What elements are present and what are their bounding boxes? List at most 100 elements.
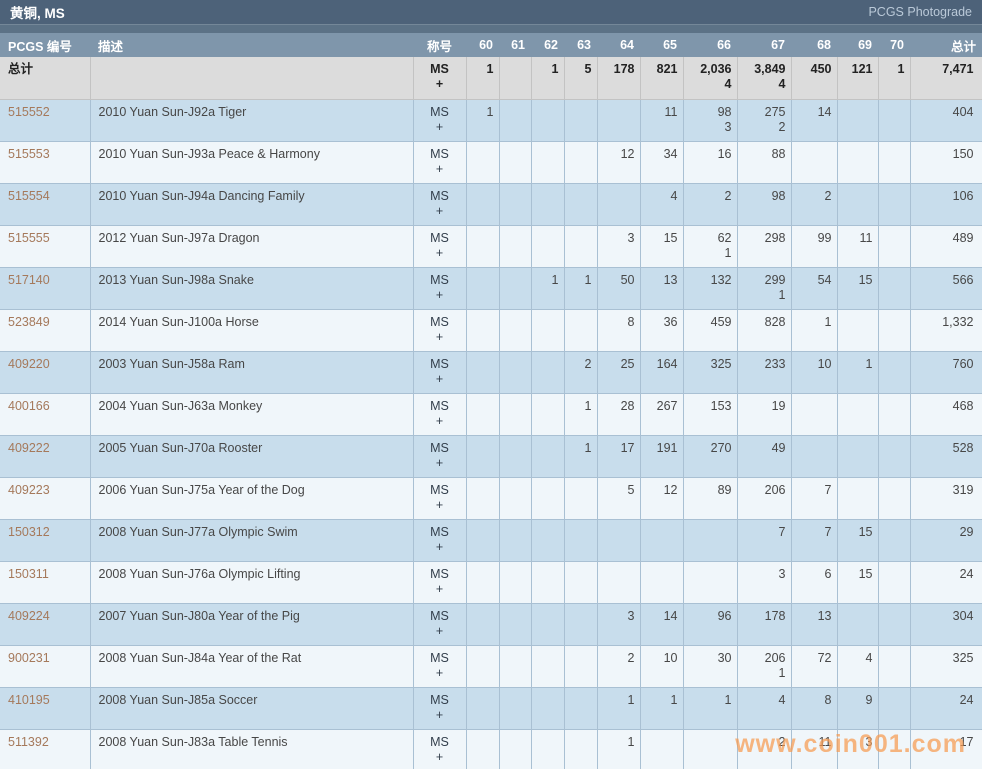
grade-count-cell: 15: [837, 519, 879, 562]
designation-cell: MS +: [413, 99, 467, 142]
grade-count-cell: [564, 729, 598, 769]
grade-count-cell: 11: [640, 99, 684, 142]
pcgs-number-cell: 400166: [0, 393, 91, 436]
pcgs-number-link[interactable]: 410195: [8, 692, 50, 707]
grade-count-cell: [466, 519, 500, 562]
pcgs-number-cell: 409222: [0, 435, 91, 478]
grade-count-cell: [466, 183, 500, 226]
pcgs-number-link[interactable]: 523849: [8, 314, 50, 329]
row-total-cell: 528: [910, 435, 982, 478]
table-row: 400166 2004 Yuan Sun-J63a Monkey MS + 1 28 267…: [0, 393, 982, 436]
grade-count-cell: [564, 561, 598, 604]
coin-description: 2010 Yuan Sun-J93a Peace & Harmony: [90, 141, 414, 184]
column-header-64: 64: [597, 33, 640, 57]
grade-count-cell: [837, 141, 879, 184]
grade-count-cell: 12: [597, 141, 641, 184]
pcgs-number-link[interactable]: 900231: [8, 650, 50, 665]
grade-count-cell: [499, 141, 532, 184]
pcgs-number-cell: 511392: [0, 729, 91, 769]
grade-count-cell: [878, 183, 911, 226]
grade-count-cell: 2: [564, 351, 598, 394]
pcgs-number-link[interactable]: 409222: [8, 440, 50, 455]
grade-count-cell: [878, 267, 911, 310]
table-row: 409222 2005 Yuan Sun-J70a Rooster MS + 1 17 19…: [0, 435, 982, 478]
grade-count-cell: 178: [737, 603, 792, 646]
designation-cell: MS +: [413, 351, 467, 394]
grade-count-cell: 8: [597, 309, 641, 352]
pcgs-number-link[interactable]: 409224: [8, 608, 50, 623]
grade-count-cell: 6: [791, 561, 838, 604]
pcgs-number-link[interactable]: 517140: [8, 272, 50, 287]
pcgs-number-link[interactable]: 515554: [8, 188, 50, 203]
pcgs-number-link[interactable]: 400166: [8, 398, 50, 413]
photograde-link[interactable]: PCGS Photograde: [868, 5, 972, 19]
grade-count-cell: [837, 435, 879, 478]
grade-count-cell: [499, 435, 532, 478]
designation-cell: MS +: [413, 477, 467, 520]
pcgs-number-cell: 900231: [0, 645, 91, 688]
column-header-70: 70: [878, 33, 910, 57]
grade-count-cell: [683, 561, 738, 604]
grade-count-cell: 1: [531, 57, 565, 100]
grade-count-cell: [791, 393, 838, 436]
grade-count-cell: 1: [791, 309, 838, 352]
pcgs-number-link[interactable]: 409223: [8, 482, 50, 497]
grade-count-cell: [837, 603, 879, 646]
grade-count-cell: 89: [683, 477, 738, 520]
pcgs-number-link[interactable]: 150311: [8, 566, 49, 581]
grade-count-cell: 4: [837, 645, 879, 688]
grade-count-cell: [878, 225, 911, 268]
grade-count-cell: 98: [737, 183, 792, 226]
totals-description-cell: [90, 57, 414, 100]
grade-count-cell: [531, 519, 565, 562]
designation-cell: MS +: [413, 603, 467, 646]
grade-count-cell: [466, 645, 500, 688]
pcgs-number-cell: 409223: [0, 477, 91, 520]
designation-cell: MS +: [413, 519, 467, 562]
grade-count-cell: [878, 435, 911, 478]
grade-count-cell: 153: [683, 393, 738, 436]
grade-count-cell: [466, 435, 500, 478]
column-header-63: 63: [564, 33, 597, 57]
grade-count-cell: 206 1: [737, 645, 792, 688]
designation-cell: MS +: [413, 267, 467, 310]
table-row: 511392 2008 Yuan Sun-J83a Table Tennis MS +…: [0, 729, 982, 769]
grade-count-cell: [878, 519, 911, 562]
grade-count-cell: 25: [597, 351, 641, 394]
pcgs-number-link[interactable]: 409220: [8, 356, 50, 371]
grade-count-cell: [878, 687, 911, 730]
grade-count-cell: 12: [640, 477, 684, 520]
grade-count-cell: [466, 687, 500, 730]
pcgs-number-link[interactable]: 515555: [8, 230, 50, 245]
pcgs-number-link[interactable]: 150312: [8, 524, 50, 539]
grade-count-cell: [564, 603, 598, 646]
row-total-cell: 24: [910, 561, 982, 604]
coin-description: 2010 Yuan Sun-J92a Tiger: [90, 99, 414, 142]
row-total-cell: 304: [910, 603, 982, 646]
grade-count-cell: 15: [837, 267, 879, 310]
grade-count-cell: [564, 225, 598, 268]
row-total-cell: 106: [910, 183, 982, 226]
pcgs-number-link[interactable]: 515553: [8, 146, 50, 161]
table-row: 409223 2006 Yuan Sun-J75a Year of the Dog…: [0, 477, 982, 520]
grade-count-cell: [531, 561, 565, 604]
totals-row: 总计 MS +1 1 5 178 821 2,036 4 3,849 4 450 121 1 7,471: [0, 57, 982, 100]
grade-count-cell: [878, 477, 911, 520]
pcgs-number-link[interactable]: 511392: [8, 734, 49, 749]
grade-count-cell: 2,036 4: [683, 57, 738, 100]
grade-count-cell: 10: [791, 351, 838, 394]
grade-count-cell: [564, 687, 598, 730]
row-total-cell: 468: [910, 393, 982, 436]
grade-count-cell: [878, 561, 911, 604]
column-header-60: 60: [466, 33, 499, 57]
grade-count-cell: [531, 477, 565, 520]
row-total-cell: 325: [910, 645, 982, 688]
totals-label: 总计: [0, 57, 91, 100]
column-header-pcgs-number: PCGS 编号: [0, 33, 90, 57]
grade-count-cell: 96: [683, 603, 738, 646]
grade-count-cell: [597, 561, 641, 604]
pcgs-number-link[interactable]: 515552: [8, 104, 50, 119]
grade-count-cell: 298: [737, 225, 792, 268]
grade-count-cell: [878, 729, 911, 769]
grade-count-cell: 3,849 4: [737, 57, 792, 100]
